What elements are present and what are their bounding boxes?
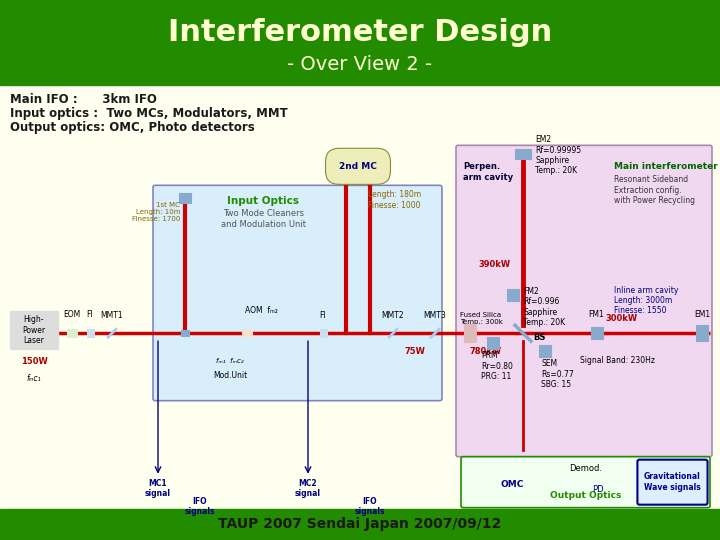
Text: Length: 180m
Finesse: 1000: Length: 180m Finesse: 1000	[368, 190, 421, 210]
Text: OMC: OMC	[500, 480, 523, 489]
Bar	[320, 329, 326, 337]
FancyBboxPatch shape	[456, 145, 712, 457]
Text: fₘ₁  fₘᴄ₂: fₘ₁ fₘᴄ₂	[216, 358, 244, 364]
Text: MMT1: MMT1	[101, 311, 123, 320]
Text: Demod.: Demod.	[569, 464, 602, 472]
Bar	[696, 325, 708, 341]
Text: Main interferometer: Main interferometer	[614, 163, 718, 171]
Text: Gravitational
Wave signals: Gravitational Wave signals	[644, 472, 701, 492]
Text: 75W: 75W	[405, 347, 426, 356]
Text: Output Optics: Output Optics	[550, 491, 621, 500]
Bar	[242, 330, 252, 336]
Text: Fused Silica
Temp.: 300k: Fused Silica Temp.: 300k	[460, 312, 503, 325]
Text: - Over View 2 -: - Over View 2 -	[287, 55, 433, 75]
Text: SEM
Rs=0.77
SBG: 15: SEM Rs=0.77 SBG: 15	[541, 359, 574, 389]
Text: Signal Band: 230Hz: Signal Band: 230Hz	[580, 356, 655, 365]
Text: 150W: 150W	[21, 357, 48, 366]
Bar	[590, 327, 603, 339]
Bar	[350, 173, 366, 181]
Text: PD: PD	[592, 485, 603, 494]
Text: Inline arm cavity
Length: 3000m
Finesse: 1550: Inline arm cavity Length: 3000m Finesse:…	[614, 286, 679, 315]
Bar	[10, 311, 58, 349]
Text: Main IFO :      3km IFO: Main IFO : 3km IFO	[10, 93, 157, 106]
Bar	[539, 345, 551, 357]
Text: Input optics :  Two MCs, Modulators, MMT: Input optics : Two MCs, Modulators, MMT	[10, 107, 288, 120]
Text: FM1: FM1	[589, 310, 605, 319]
Bar	[0, 509, 720, 540]
Text: MMT3: MMT3	[423, 311, 446, 320]
Text: Input Optics: Input Optics	[228, 197, 300, 206]
Text: EOM: EOM	[63, 310, 81, 319]
Bar	[464, 324, 476, 342]
FancyBboxPatch shape	[153, 185, 442, 401]
Text: Resonant Sideband
Extraction config.
with Power Recycling: Resonant Sideband Extraction config. wit…	[614, 176, 696, 205]
Bar	[487, 337, 499, 349]
Text: Perpen.
arm cavity: Perpen. arm cavity	[463, 163, 513, 182]
Bar	[515, 150, 531, 159]
Text: 780kW: 780kW	[470, 347, 502, 356]
Text: AOM  fₘ₂: AOM fₘ₂	[245, 306, 278, 315]
Bar	[507, 289, 519, 301]
Text: TAUP 2007 Sendai Japan 2007/09/12: TAUP 2007 Sendai Japan 2007/09/12	[218, 517, 502, 531]
Text: BS: BS	[533, 333, 545, 342]
Text: High-
Power
Laser: High- Power Laser	[22, 315, 45, 345]
Text: EM2
Rf=0.99995
Sapphire
Temp.: 20K: EM2 Rf=0.99995 Sapphire Temp.: 20K	[535, 135, 581, 176]
Text: Two Mode Cleaners
and Modulation Unit: Two Mode Cleaners and Modulation Unit	[221, 210, 306, 229]
FancyBboxPatch shape	[334, 156, 382, 177]
Bar	[0, 85, 720, 509]
Bar	[181, 330, 189, 336]
Text: IFO
signals: IFO signals	[185, 497, 215, 516]
Bar	[8, 145, 712, 507]
Text: IFO
signals: IFO signals	[355, 497, 385, 516]
Text: PRM
Rr=0.80
PRG: 11: PRM Rr=0.80 PRG: 11	[481, 351, 513, 381]
FancyBboxPatch shape	[461, 457, 710, 508]
Bar	[67, 329, 77, 337]
Text: Mod.Unit: Mod.Unit	[213, 371, 247, 380]
FancyBboxPatch shape	[637, 460, 708, 505]
Text: FI: FI	[320, 311, 326, 320]
Text: Output optics: OMC, Photo detectors: Output optics: OMC, Photo detectors	[10, 122, 255, 134]
Bar	[0, 0, 720, 85]
Text: fₘᴄ₁: fₘᴄ₁	[27, 374, 41, 383]
Text: FM2
Rf=0.996
Sapphire
Temp.: 20K: FM2 Rf=0.996 Sapphire Temp.: 20K	[523, 287, 565, 327]
Text: MMT2: MMT2	[382, 311, 405, 320]
Text: 300kW: 300kW	[606, 314, 638, 323]
Text: FI: FI	[86, 310, 94, 319]
Text: 1st MC
Length: 10m
Finesse: 1700: 1st MC Length: 10m Finesse: 1700	[132, 202, 180, 222]
Text: Interferometer Design: Interferometer Design	[168, 18, 552, 47]
Bar	[179, 193, 191, 204]
Text: 2nd MC: 2nd MC	[339, 162, 377, 171]
Text: MC2
signal: MC2 signal	[295, 478, 321, 498]
Text: EM1: EM1	[694, 310, 710, 319]
Bar	[86, 329, 94, 337]
Text: 390kW: 390kW	[479, 260, 511, 268]
Text: MC1
signal: MC1 signal	[145, 478, 171, 498]
